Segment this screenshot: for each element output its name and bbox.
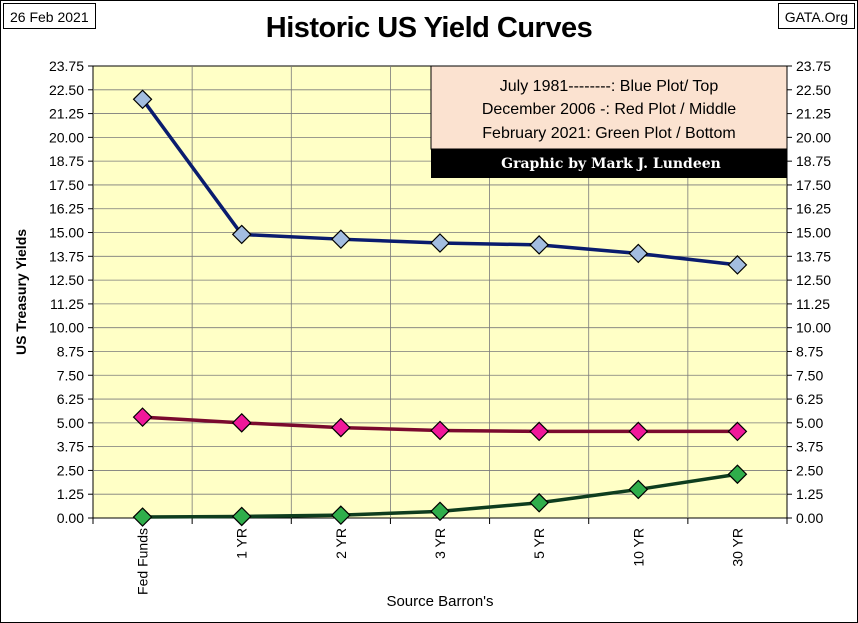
y-axis-title: US Treasury Yields (13, 229, 29, 355)
data-point-marker (529, 492, 549, 513)
y-tick-label-left: 8.75 (57, 343, 84, 359)
data-point-marker (727, 255, 748, 275)
data-point-marker (430, 233, 450, 253)
y-tick-label-left: 11.25 (50, 296, 84, 312)
y-tick-label-right: 0.00 (796, 510, 823, 526)
credit-box (431, 149, 787, 178)
data-point-marker (331, 229, 351, 250)
y-tick-label-left: 22.50 (49, 82, 84, 98)
y-ticks-right: 0.00 1.25 2.50 3.75 5.00 6.25 7.50 8.75 10.00 11.… (787, 58, 831, 526)
source-label: GATA.Org (777, 3, 855, 29)
y-tick-label-left: 13.75 (49, 248, 84, 264)
y-tick-label-left: 0.00 (57, 510, 84, 526)
y-tick-label-right: 7.50 (796, 367, 823, 383)
y-tick-label-left: 7.50 (57, 367, 84, 383)
y-tick-label-left: 5.00 (57, 415, 84, 431)
data-point-marker (231, 224, 252, 245)
x-tick-label: 3 YR (432, 528, 448, 559)
x-tick-label: Fed Funds (135, 528, 151, 595)
x-tick-label: 1 YR (234, 528, 250, 559)
date-label: 26 Feb 2021 (3, 3, 96, 29)
y-tick-label-right: 23.75 (796, 58, 831, 74)
y-tick-label-left: 6.25 (57, 391, 84, 407)
y-tick-label-right: 6.25 (796, 391, 823, 407)
x-tick-label: 5 YR (531, 528, 547, 559)
data-point-marker (628, 479, 649, 500)
series-markers (132, 89, 748, 527)
y-tick-label-right: 2.50 (796, 462, 823, 478)
data-point-marker (628, 421, 649, 442)
data-point-marker (132, 89, 153, 110)
y-tick-label-right: 13.75 (796, 248, 831, 264)
data-point-marker (727, 421, 748, 442)
chart-title: Historic US Yield Curves (265, 12, 593, 44)
y-tick-label-right: 16.25 (796, 201, 831, 217)
y-tick-label-right: 10.00 (796, 320, 831, 336)
y-tick-label-left: 21.25 (49, 106, 84, 122)
credit-text: Graphic by Mark J. Lundeen (501, 156, 721, 172)
y-tick-label-right: 22.50 (796, 82, 831, 98)
data-point-marker (628, 243, 649, 264)
y-tick-label-left: 2.50 (57, 462, 84, 478)
data-point-marker (331, 505, 351, 525)
y-tick-label-left: 15.00 (49, 225, 84, 241)
x-tick-label: 2 YR (333, 528, 349, 559)
y-tick-label-right: 11.25 (796, 296, 830, 312)
y-tick-label-left: 16.25 (49, 201, 84, 217)
x-axis-title: Source Barron's (386, 593, 493, 610)
data-point-marker (231, 412, 252, 433)
y-tick-label-left: 12.50 (49, 272, 84, 288)
y-ticks-left: 0.00 1.25 2.50 3.75 5.00 6.25 7.50 8.75 10.00 11.… (49, 58, 93, 526)
data-point-marker (727, 464, 748, 485)
y-tick-label-right: 8.75 (796, 343, 823, 359)
data-point-marker (132, 507, 153, 527)
y-tick-label-left: 1.25 (57, 486, 84, 502)
legend-line-green: February 2021: Green Plot / Bottom (482, 125, 735, 142)
y-tick-label-right: 20.00 (796, 129, 831, 145)
y-tick-label-left: 10.00 (49, 320, 84, 336)
data-point-marker (529, 235, 549, 255)
y-tick-label-left: 18.75 (49, 153, 84, 169)
data-point-marker (231, 506, 252, 527)
x-tick-label: 30 YR (729, 528, 745, 567)
y-tick-label-left: 3.75 (57, 439, 84, 455)
y-tick-label-right: 3.75 (796, 439, 823, 455)
data-point-marker (132, 407, 153, 427)
legend: July 1981--------: Blue Plot/ Top Decemb… (430, 65, 788, 178)
y-tick-label-right: 17.50 (796, 177, 831, 193)
data-point-marker (331, 417, 351, 438)
y-tick-label-right: 12.50 (796, 272, 831, 288)
y-tick-label-right: 1.25 (796, 486, 823, 502)
data-point-marker (430, 501, 450, 522)
y-tick-label-right: 5.00 (796, 415, 823, 431)
y-tick-label-right: 15.00 (796, 225, 831, 241)
y-tick-label-left: 23.75 (49, 58, 84, 74)
y-tick-label-right: 18.75 (796, 153, 831, 169)
data-point-marker (430, 420, 450, 441)
y-tick-label-left: 20.00 (49, 129, 84, 145)
x-ticks: Fed Funds 1 YR 2 YR 3 YR 5 YR 10 YR 30 YR (92, 518, 788, 595)
y-tick-label-right: 21.25 (796, 106, 831, 122)
y-tick-label-left: 17.50 (49, 177, 84, 193)
data-point-marker (529, 421, 549, 442)
legend-line-red: December 2006 -: Red Plot / Middle (482, 101, 736, 118)
x-tick-label: 10 YR (630, 528, 646, 567)
legend-line-blue: July 1981--------: Blue Plot/ Top (500, 78, 719, 95)
